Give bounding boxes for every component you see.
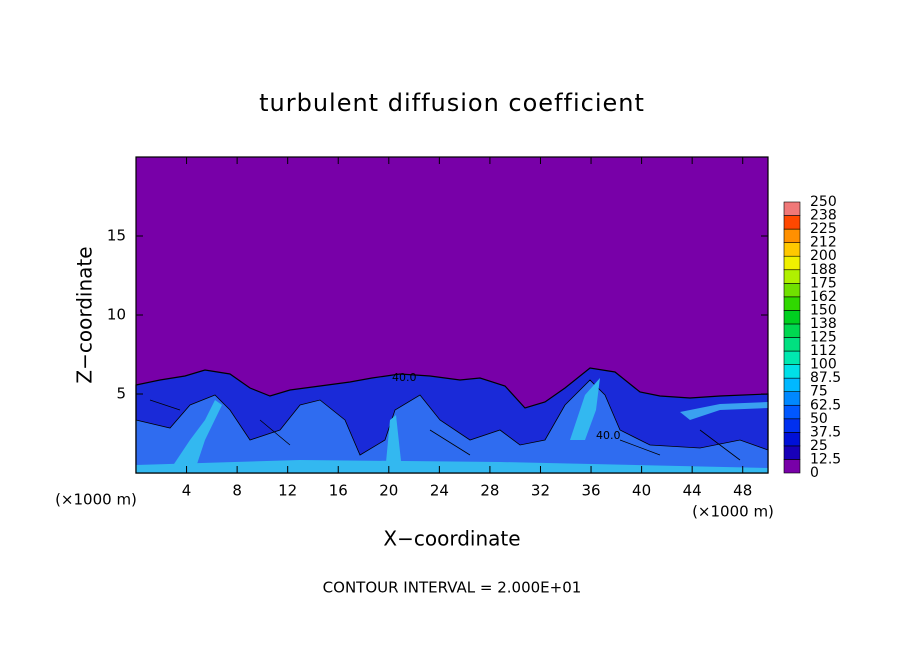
colorbar-box [783,432,801,447]
x-tick-label: 24 [430,482,449,500]
x-tick-label: 8 [232,482,242,500]
colorbar-box [783,391,801,406]
colorbar-box [783,255,801,271]
y-tick-label: 15 [107,227,126,245]
colorbar-box [783,201,801,216]
colorbar-label: 125 [810,330,837,346]
x-tick-label: 48 [733,482,752,500]
colorbar-label: 100 [810,357,837,373]
chart-title: turbulent diffusion coefficient [259,89,645,117]
colorbar-box [783,310,801,325]
colorbar-box [783,418,801,433]
colorbar-box [783,364,801,379]
y-unit: (×1000 m) [55,491,137,509]
field [135,157,769,474]
colorbar-label: 212 [810,235,837,251]
x-tick-label: 40 [632,482,651,500]
colorbar-label: 188 [810,262,837,278]
x-tick-label: 20 [379,482,398,500]
x-unit: (×1000 m) [692,503,774,521]
colorbar-label: 200 [810,248,837,264]
colorbar-box [783,445,801,460]
colorbar-label: 225 [810,221,837,237]
colorbar-box [783,337,801,352]
colorbar-label: 50 [810,411,828,427]
colorbar-box [783,377,801,392]
contour-line [149,399,741,461]
y-tick-label: 5 [116,385,126,403]
x-tick-label: 36 [581,482,600,500]
colorbar-box [783,269,801,284]
colorbar-label: 112 [810,343,837,359]
x-tick-label: 4 [182,482,192,500]
x-tick-label: 28 [480,482,499,500]
colorbar-label: 37.5 [810,424,841,440]
light-region [135,379,769,474]
colorbar-label: 238 [810,208,837,224]
x-axis-label: X−coordinate [383,527,520,551]
colorbar-label: 0 [810,465,819,481]
cyan-streak [170,400,222,470]
colorbar-label: 138 [810,316,837,332]
y-axis-label: Z−coordinate [73,246,97,383]
x-tick-label: 44 [683,482,702,500]
contour-label: 40.0 [392,371,417,384]
colorbar-label: 162 [810,289,837,305]
colorbar-box [783,215,801,230]
colorbar-label: 12.5 [810,451,841,467]
colorbar-label: 250 [810,194,837,210]
x-tick-label: 16 [329,482,348,500]
colorbar-label: 75 [810,384,828,400]
x-tick-label: 12 [278,482,297,500]
colorbar-box [783,296,801,311]
cyan-streak [680,402,768,420]
cyan-streak [136,460,768,473]
colorbar-box [783,282,801,298]
colorbar-label: 62.5 [810,397,841,413]
colorbar-label: 87.5 [810,370,841,386]
colorbar-label: 150 [810,302,837,318]
colorbar-box [783,459,801,474]
colorbar-box [783,404,801,420]
footnote: CONTOUR INTERVAL = 2.000E+01 [323,579,582,597]
colorbar-box [783,228,801,243]
colorbar-label: 25 [810,438,828,454]
cyan-streak [385,415,402,473]
colorbar-box [783,350,801,365]
x-tick-label: 32 [531,482,550,500]
y-tick-label: 10 [107,306,126,324]
colorbar-box [783,323,801,338]
contour-label: 40.0 [596,429,621,442]
cyan-streak [570,378,600,440]
colorbar-label: 175 [810,275,837,291]
colorbar-box [783,242,801,257]
